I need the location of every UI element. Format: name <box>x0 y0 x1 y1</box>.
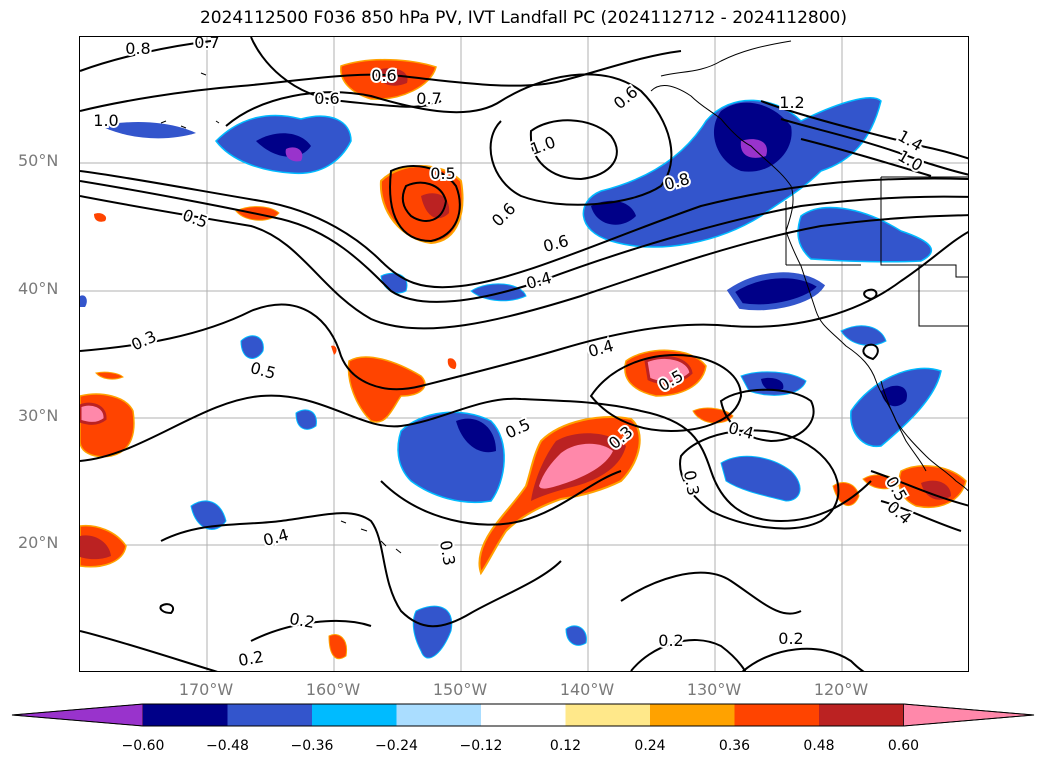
contour-label: 0.5 <box>502 415 533 443</box>
colorbar-segment <box>734 704 820 726</box>
colorbar-tick-label: −0.36 <box>290 738 334 754</box>
contour-label: 0.3 <box>436 539 459 567</box>
colorbar-extend-high <box>903 703 1035 727</box>
contour-label: 0.6 <box>371 66 396 85</box>
colorbar-outline <box>11 703 1035 727</box>
contour-label: 0.8 <box>125 39 150 58</box>
coastlines <box>160 40 968 554</box>
contour-label: 1.0 <box>894 146 926 175</box>
lat-label-50n: 50°N <box>18 151 59 170</box>
colorbar-tick-label: −0.60 <box>121 738 165 754</box>
lat-label-30n: 30°N <box>18 406 59 425</box>
lon-label-160w: 160°W <box>305 680 361 699</box>
lat-label-40n: 40°N <box>18 279 59 298</box>
contour-label: 0.4 <box>261 525 291 550</box>
colorbar-tick-label: −0.48 <box>206 738 249 754</box>
lon-label-140w: 140°W <box>559 680 615 699</box>
contour-label: 0.6 <box>488 199 519 230</box>
colorbar <box>11 703 1035 727</box>
contour-label: 0.7 <box>416 89 441 108</box>
colorbar-tick-label: 0.12 <box>549 738 582 754</box>
contour-label: 0.6 <box>541 231 571 256</box>
pv-filled-contours <box>80 58 967 660</box>
map-plot-area: 0.8 0.7 0.6 0.6 0.7 1.0 0.6 1.2 1.4 1.0 1.0 0.5 0.8 0… <box>79 36 969 672</box>
contour-label: 0.2 <box>237 647 265 670</box>
colorbar-segment <box>227 704 313 726</box>
contour-label: 0.4 <box>524 268 554 293</box>
colorbar-tick-label: 0.24 <box>634 738 666 754</box>
contour-label: 1.0 <box>93 111 118 130</box>
contour-label: 0.5 <box>248 358 278 383</box>
contour-label: 0.6 <box>314 89 339 108</box>
contour-label: 0.6 <box>610 82 642 113</box>
ivt-contours <box>80 37 968 671</box>
colorbar-segment <box>565 704 651 726</box>
map-canvas: 0.8 0.70.60.6 0.71.00.6 1.21.41.01.00.5 0.80… <box>80 37 968 671</box>
colorbar-segment <box>143 704 228 726</box>
colorbar-segment <box>396 704 482 726</box>
contour-label: 0.5 <box>430 164 455 183</box>
contour-label: 0.7 <box>194 37 219 52</box>
colorbar-segment <box>312 704 397 726</box>
figure-title: 2024112500 F036 850 hPa PV, IVT Landfall… <box>199 8 847 28</box>
lat-label-20n: 20°N <box>18 533 59 552</box>
contour-label: 0.2 <box>658 631 683 650</box>
colorbar-tick-label: −0.24 <box>375 738 418 754</box>
colorbar-segment <box>819 704 904 726</box>
colorbar-tick-label: 0.36 <box>718 738 751 754</box>
lon-label-130w: 130°W <box>686 680 742 699</box>
colorbar-tick-label: 0.48 <box>803 738 835 754</box>
contour-label: 0.5 <box>180 205 210 232</box>
contour-label: 1.0 <box>528 132 558 159</box>
lon-label-170w: 170°W <box>178 680 234 699</box>
lon-label-150w: 150°W <box>432 680 488 699</box>
lon-label-120w: 120°W <box>813 680 869 699</box>
contour-label: 1.2 <box>779 93 804 112</box>
contour-label: 0.4 <box>726 418 756 443</box>
contour-label: 0.2 <box>288 609 316 632</box>
colorbar-tick-label: 0.60 <box>887 738 920 754</box>
contour-label: 0.3 <box>680 469 703 497</box>
colorbar-extend-low <box>11 703 144 727</box>
contour-label: 0.3 <box>128 327 159 355</box>
contour-label: 0.2 <box>778 629 803 648</box>
colorbar-segment <box>650 704 735 726</box>
colorbar-tick-label: −0.12 <box>459 738 503 754</box>
colorbar-segment <box>481 704 566 726</box>
